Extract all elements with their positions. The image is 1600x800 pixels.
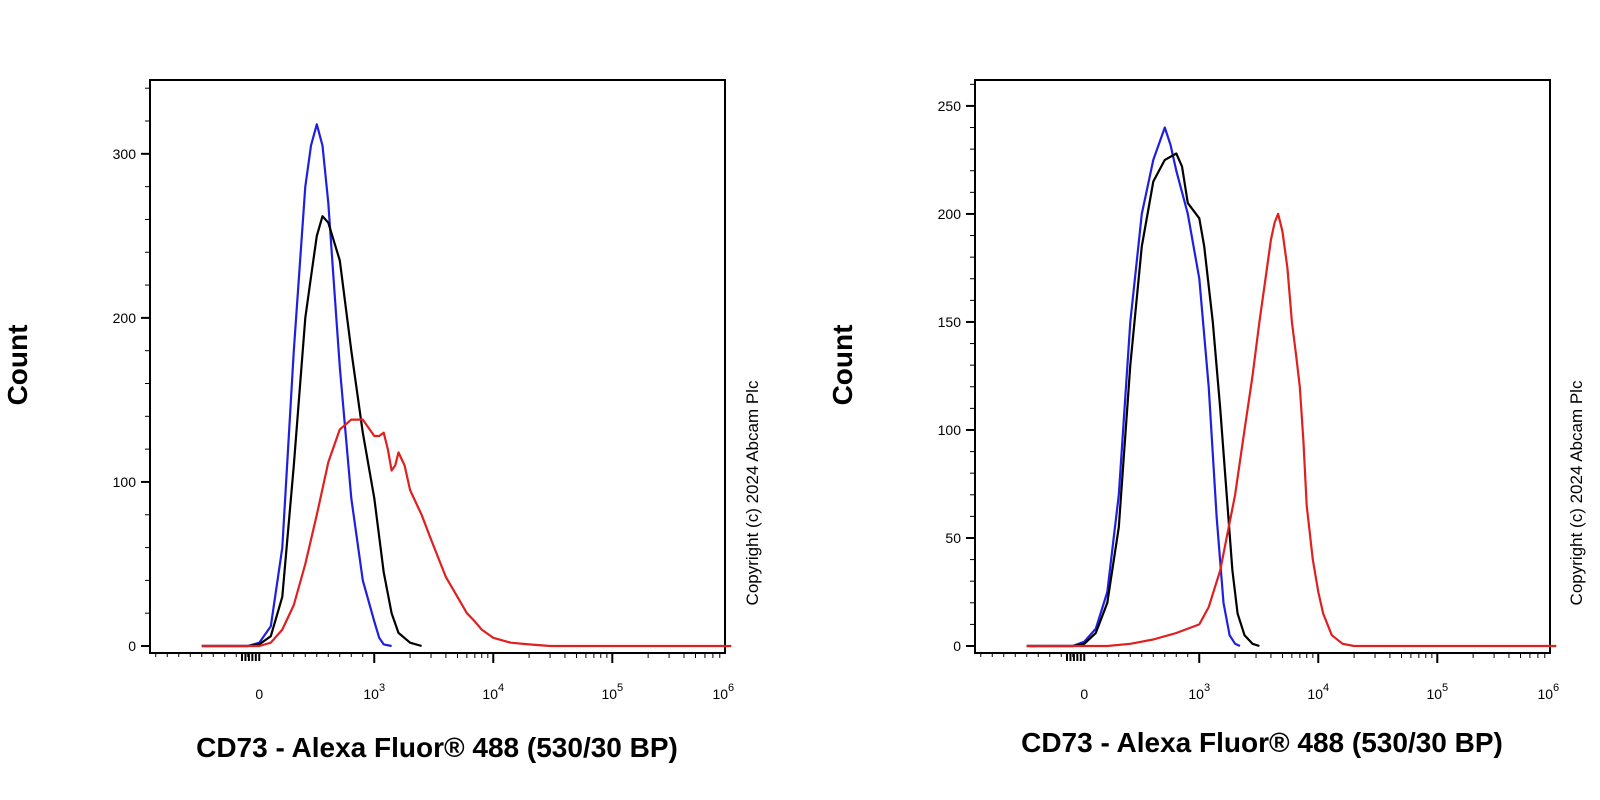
histogram-series-1 [201,215,422,648]
x-axis-title: CD73 - Alexa Fluor® 488 (530/30 BP) [196,732,678,763]
y-tick-label: 100 [938,422,962,438]
plot-frame [149,79,726,654]
y-axis-ticks: 0 50 100 150 200 250 [938,83,975,654]
plot-frame [974,79,1551,654]
y-tick-label: 50 [945,530,961,546]
x-tick-label: 105 [601,682,623,702]
y-tick-label: 0 [128,638,136,654]
x-axis-title: CD73 - Alexa Fluor® 488 (530/30 BP) [1021,727,1503,758]
histogram-panel-left: 0 100 200 300 0 103 104 105 106 Count CD73 - Al… [2,79,762,763]
x-tick-label: 103 [1188,682,1210,702]
histogram-series-2 [201,418,732,648]
y-axis-title: Count [2,325,33,406]
histogram-series-2 [1026,212,1557,648]
copyright-text: Copyright (c) 2024 Abcam Plc [743,380,762,605]
x-tick-label: 104 [482,682,504,702]
series-layer [1026,126,1557,648]
y-tick-label: 0 [953,638,961,654]
x-tick-label: 103 [363,682,385,702]
y-tick-label: 200 [938,206,962,222]
y-axis-title: Count [827,325,858,406]
x-tick-label: 0 [255,686,263,702]
histogram-panel-right: 0 50 100 150 200 250 0 103 104 105 106 Count CD73… [827,79,1586,758]
histogram-series-0 [1026,126,1241,648]
x-tick-label: 106 [712,682,734,702]
y-tick-label: 150 [938,314,962,330]
x-tick-label: 105 [1426,682,1448,702]
histogram-series-1 [1026,152,1260,648]
x-tick-label: 0 [1080,686,1088,702]
x-axis-ticks: 0 103 104 105 106 [155,653,734,702]
x-tick-label: 106 [1537,682,1559,702]
y-tick-label: 200 [113,310,137,326]
y-tick-label: 300 [113,146,137,162]
series-layer [201,123,732,648]
histogram-series-0 [201,123,392,648]
y-tick-label: 250 [938,98,962,114]
y-tick-label: 100 [113,474,137,490]
copyright-text: Copyright (c) 2024 Abcam Plc [1567,380,1586,605]
x-tick-label: 104 [1307,682,1329,702]
y-axis-ticks: 0 100 200 300 [113,87,150,654]
x-axis-ticks: 0 103 104 105 106 [980,653,1559,702]
